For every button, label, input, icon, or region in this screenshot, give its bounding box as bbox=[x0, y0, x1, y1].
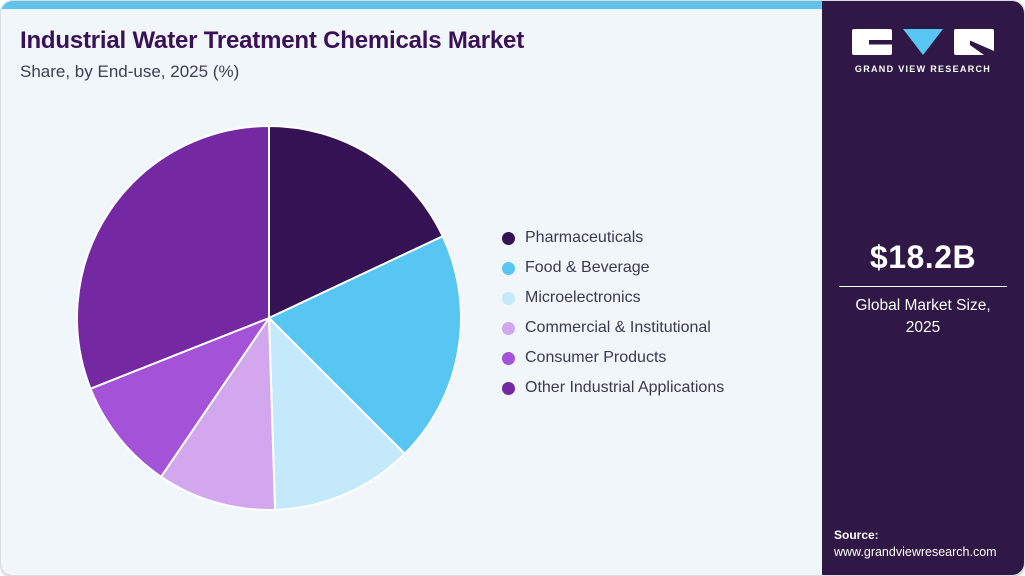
pie-slice-consumer-products bbox=[89, 317, 270, 478]
market-size-label: Global Market Size, 2025 bbox=[839, 295, 1007, 339]
brand-logo: GRAND VIEW RESEARCH bbox=[822, 29, 1024, 74]
brand-name: GRAND VIEW RESEARCH bbox=[854, 64, 992, 74]
source-url[interactable]: www.grandviewresearch.com bbox=[834, 545, 997, 559]
legend-label: Other Industrial Applications bbox=[525, 379, 725, 396]
page-title: Industrial Water Treatment Chemicals Mar… bbox=[20, 27, 525, 54]
market-size-value: $18.2B bbox=[869, 239, 977, 275]
page-subtitle: Share, by End-use, 2025 (%) bbox=[20, 62, 240, 81]
legend-dot-other-industrial-applications bbox=[502, 381, 515, 395]
pie-chart bbox=[76, 125, 462, 511]
legend-item-consumer-products: Consumer Products bbox=[502, 349, 724, 367]
legend-item-food-beverage: Food & Beverage bbox=[502, 259, 724, 277]
legend-dot-consumer-products bbox=[502, 351, 515, 365]
legend-item-microelectronics: Microelectronics bbox=[502, 289, 724, 307]
pie-slice-food-beverage bbox=[268, 235, 462, 455]
legend-dot-food-beverage bbox=[502, 261, 515, 275]
legend-label: Food & Beverage bbox=[525, 259, 650, 276]
legend-item-pharmaceuticals: Pharmaceuticals bbox=[502, 229, 724, 247]
legend-dot-microelectronics bbox=[502, 291, 515, 305]
pie-slice-pharmaceuticals bbox=[268, 125, 444, 319]
market-size-block: $18.2B Global Market Size, 2025 bbox=[839, 239, 1007, 339]
legend-dot-pharmaceuticals bbox=[502, 231, 515, 245]
legend-label: Pharmaceuticals bbox=[525, 229, 644, 246]
gvr-logo-icon bbox=[852, 29, 994, 55]
legend-label: Commercial & Institutional bbox=[525, 319, 711, 336]
pie-slice-commercial-institutional bbox=[160, 317, 277, 511]
legend-item-commercial-institutional: Commercial & Institutional bbox=[502, 319, 724, 337]
legend-label: Microelectronics bbox=[525, 289, 641, 306]
source-label: Source: bbox=[834, 528, 879, 542]
legend-label: Consumer Products bbox=[525, 349, 667, 366]
market-size-label-line1: Global Market Size, bbox=[855, 297, 991, 314]
pie-slice-microelectronics bbox=[268, 317, 406, 511]
header: Industrial Water Treatment Chemicals Mar… bbox=[20, 27, 524, 82]
pie-slice-other-industrial-applications bbox=[76, 125, 270, 390]
pie-chart-container bbox=[75, 124, 463, 512]
brand-sidebar: GRAND VIEW RESEARCH $18.2B Global Market… bbox=[822, 1, 1024, 575]
top-accent-bar bbox=[1, 1, 822, 9]
chart-panel: Industrial Water Treatment Chemicals Mar… bbox=[1, 1, 822, 575]
legend: Pharmaceuticals Food & Beverage Microele… bbox=[502, 229, 724, 397]
legend-item-other-industrial-applications: Other Industrial Applications bbox=[502, 379, 724, 397]
market-size-label-line2: 2025 bbox=[905, 319, 941, 336]
source-block: Source: www.grandviewresearch.com bbox=[834, 528, 997, 559]
legend-dot-commercial-institutional bbox=[502, 321, 515, 335]
market-size-divider bbox=[839, 286, 1007, 287]
